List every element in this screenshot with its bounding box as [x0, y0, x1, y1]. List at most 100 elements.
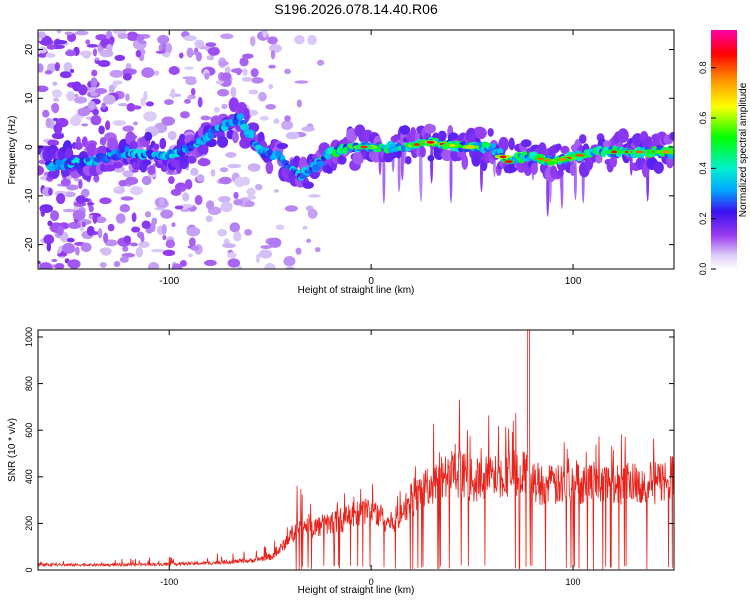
heatmap-cell: [135, 49, 142, 58]
x-tick-label: 100: [565, 276, 582, 287]
heatmap-cell: [219, 167, 229, 173]
heatmap-cell: [218, 195, 231, 203]
y-tick-label: 200: [24, 516, 34, 531]
heatmap-cell: [90, 114, 102, 126]
heatmap-cell: [205, 215, 213, 223]
heatmap-cell: [410, 127, 417, 139]
heatmap-cell: [228, 97, 240, 113]
heatmap-cell: [555, 143, 562, 151]
heatmap-cell: [160, 209, 174, 219]
heatmap-cell: [239, 57, 249, 67]
heatmap-cell: [220, 201, 233, 213]
heatmap-cell: [217, 228, 228, 237]
heatmap-cell: [246, 187, 256, 196]
heatmap-cell: [268, 237, 282, 248]
snr-frame: [37, 329, 675, 571]
heatmap-cell: [122, 170, 134, 178]
heatmap-cell: [273, 189, 280, 193]
heatmap-cell: [419, 143, 423, 197]
heatmap-cell: [129, 186, 144, 196]
heatmap-cell: [174, 205, 184, 210]
heatmap-cell: [155, 50, 166, 54]
heatmap-cell: [204, 259, 217, 267]
heatmap-cell: [64, 191, 76, 198]
heatmap-cell: [80, 242, 92, 253]
heatmap-cell: [426, 140, 435, 144]
colorbar-tick-label: 0.6: [698, 112, 708, 125]
heatmap-cell: [307, 34, 317, 46]
heatmap-cell: [161, 224, 167, 235]
heatmap-cell: [140, 97, 146, 107]
x-tick-label: -100: [160, 577, 178, 587]
heatmap-cell: [124, 176, 139, 186]
heatmap-cell: [224, 66, 231, 74]
heatmap-cell: [230, 86, 237, 98]
heatmap-cell: [88, 205, 94, 213]
heatmap-cell: [131, 226, 141, 233]
heatmap-cell: [54, 39, 68, 45]
heatmap-cell: [38, 31, 46, 39]
heatmap-cell: [210, 168, 216, 177]
heatmap-cell: [183, 35, 197, 42]
heatmap-cell: [294, 80, 309, 84]
heatmap-cell: [461, 154, 469, 170]
heatmap-cell: [85, 39, 91, 45]
heatmap-cell: [595, 153, 603, 164]
heatmap-cell: [221, 103, 228, 110]
heatmap-cell: [294, 35, 305, 45]
heatmap-cell: [316, 59, 325, 66]
heatmap-cell: [153, 70, 160, 76]
heatmap-cell: [635, 150, 644, 154]
heatmap-cell: [70, 68, 75, 74]
heatmap-cell: [131, 212, 137, 223]
heatmap-cell: [100, 247, 112, 256]
heatmap-cell: [219, 77, 232, 88]
heatmap-cell: [101, 102, 107, 110]
heatmap-cell: [72, 209, 86, 220]
heatmap-cell: [302, 181, 314, 189]
heatmap-cell: [43, 234, 55, 245]
heatmap-cell: [46, 242, 52, 252]
heatmap-cell: [301, 126, 315, 132]
heatmap-cell: [218, 176, 232, 185]
heatmap-cell: [138, 241, 150, 248]
heatmap-cell: [227, 258, 241, 268]
heatmap-cell: [46, 44, 56, 50]
heatmap-cell: [197, 96, 203, 108]
heatmap-cell: [81, 136, 88, 148]
heatmap-cell: [63, 62, 73, 73]
heatmap-cell: [360, 145, 368, 149]
heatmap-cell: [142, 159, 152, 166]
heatmap-cell: [81, 221, 86, 228]
heatmap-cell: [371, 154, 381, 163]
heatmap-cell: [276, 142, 289, 150]
heatmap-cell: [95, 216, 107, 224]
heatmap-cell: [441, 149, 453, 162]
heatmap-cell: [194, 194, 203, 206]
heatmap-cell: [119, 204, 131, 213]
heatmap-cell: [141, 220, 151, 229]
heatmap-cell: [179, 185, 186, 192]
heatmap-cell: [94, 57, 100, 61]
colorbar-label: Normalized spectral amplitude: [738, 82, 749, 217]
heatmap-cell: [250, 68, 259, 78]
heatmap-cell: [281, 120, 294, 131]
y-tick-label: 0: [24, 567, 34, 572]
heatmap-cell: [73, 96, 88, 104]
heatmap-cell: [267, 149, 273, 155]
heatmap-cell: [113, 261, 121, 268]
heatmap-cell: [296, 99, 302, 108]
heatmap-cell: [40, 207, 46, 218]
heatmap-cell: [573, 156, 577, 201]
heatmap-cell: [44, 70, 53, 75]
heatmap-cell: [248, 89, 259, 95]
y-tick-label: -20: [24, 237, 35, 252]
heatmap-cell: [64, 31, 74, 36]
heatmap-cell: [54, 62, 60, 72]
heatmap-cell: [284, 205, 298, 212]
colorbar-tick-label: 0.8: [698, 61, 708, 74]
heatmap-cell: [94, 87, 108, 95]
heatmap-cell: [307, 208, 318, 219]
heatmap-cell: [260, 245, 272, 250]
